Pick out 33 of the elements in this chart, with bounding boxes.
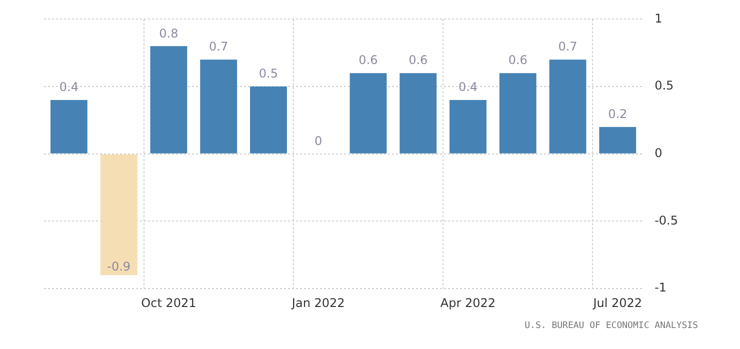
data-label: 0.2 (608, 107, 628, 122)
y-tick-label: -1 (654, 280, 667, 295)
data-label: 0.7 (209, 40, 228, 54)
text: U.S. BUREAU OF ECONOMIC ANALYSIS (524, 320, 698, 331)
x-tick-label: Apr 2022 (440, 296, 496, 310)
y-tick-label: 0.5 (654, 78, 674, 93)
y-tick-label: -0.5 (654, 213, 678, 228)
data-label: 0.6 (358, 53, 378, 68)
data-label: 0.7 (558, 40, 578, 54)
y-tick-label: 1 (654, 11, 662, 26)
data-label: 0 (314, 134, 322, 148)
bar (150, 46, 188, 154)
x-tick-label: Jan 2022 (290, 296, 345, 310)
bar (100, 154, 138, 276)
data-label: 0.4 (458, 80, 478, 94)
bar (450, 100, 486, 154)
bar (499, 73, 536, 154)
bar (250, 86, 287, 154)
bar (599, 126, 636, 154)
data-label: 0.8 (159, 26, 178, 40)
data-label: -0.9 (107, 259, 131, 274)
data-label: 0.6 (408, 53, 428, 68)
bar (50, 100, 88, 154)
x-tick-label: Jul 2022 (592, 296, 642, 310)
x-tick-label: Oct 2021 (141, 296, 196, 310)
data-label: 0.6 (508, 53, 528, 68)
bar (400, 73, 437, 154)
y-tick-label: 0 (654, 146, 662, 160)
data-label: 0.4 (59, 80, 78, 94)
bar (350, 73, 387, 154)
data-label: 0.5 (258, 66, 278, 81)
bar (549, 60, 586, 154)
bar (200, 60, 238, 154)
